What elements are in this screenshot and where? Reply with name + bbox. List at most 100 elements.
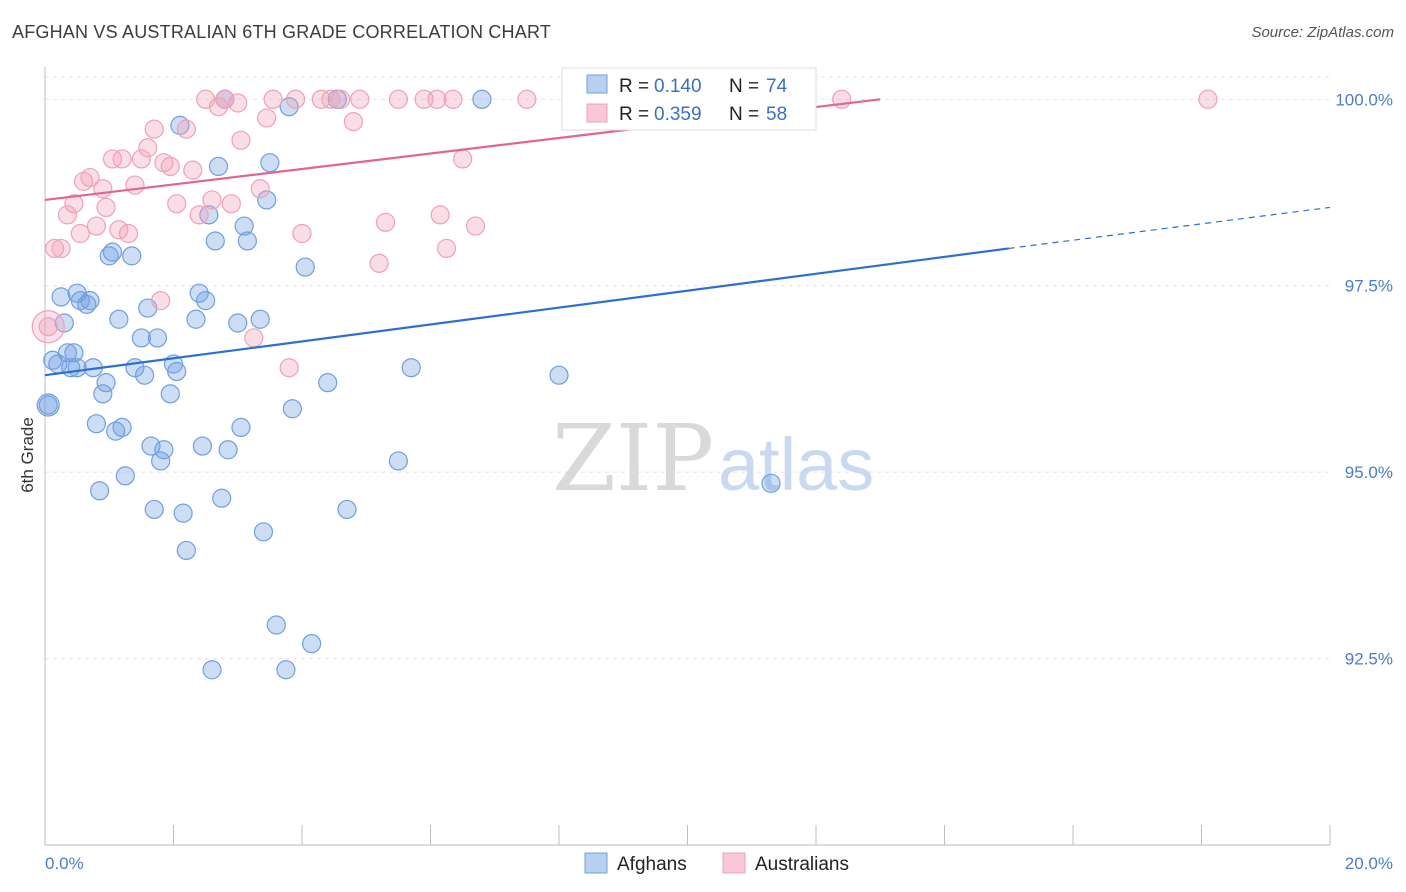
y-tick-label: 97.5% (1345, 277, 1393, 296)
australians-point (109, 220, 129, 240)
afghans-point (141, 436, 161, 456)
afghans-point (151, 451, 171, 471)
afghans-point (388, 451, 408, 471)
australians-point (176, 119, 196, 139)
afghans-point (96, 373, 116, 393)
legend-r-label-afghans: R = (619, 76, 649, 97)
afghans-point (38, 395, 58, 415)
x-tick-label: 0.0% (45, 854, 84, 873)
afghans-point (192, 436, 213, 456)
afghans-point (160, 384, 180, 404)
australians-point (86, 216, 107, 236)
australians-point (215, 89, 235, 109)
afghans-point (253, 522, 274, 542)
afghans-point (147, 328, 168, 348)
australians-point (93, 179, 113, 199)
legend-n-value-australians: 58 (766, 104, 787, 125)
australians-point (350, 89, 370, 109)
correlation-legend: R = 0.140 N = 74 R = 0.359 N = 58 (561, 67, 817, 131)
bottom-legend-afghans: Afghans (617, 854, 687, 875)
afghans-point (86, 414, 107, 434)
afghans-point (102, 242, 123, 262)
australians-point (388, 89, 408, 109)
afghans-point (80, 291, 100, 311)
afghans-point-large (36, 393, 60, 417)
afghans-point (250, 309, 270, 329)
australians-point (263, 89, 283, 109)
australians-point (102, 149, 123, 169)
y-tick-label: 92.5% (1345, 650, 1393, 669)
afghans-point (401, 358, 421, 378)
afghans-point (186, 309, 206, 329)
australians-point (1198, 89, 1218, 109)
australians-point (343, 112, 363, 132)
australians-point (70, 223, 90, 244)
afghans-point (318, 373, 338, 393)
afghans-point (228, 313, 248, 333)
australians-point (427, 89, 447, 109)
afghans-point (154, 440, 174, 460)
australians-point (436, 238, 457, 259)
legend-n-label-australians: N = (729, 104, 759, 125)
afghans-point (282, 399, 302, 419)
australians-point (292, 223, 312, 244)
australians-point (443, 89, 463, 109)
afghans-point (208, 156, 229, 176)
australians-point (244, 328, 264, 348)
afghans-point (199, 205, 219, 225)
afghans-point (77, 294, 97, 314)
afghans-point (176, 540, 196, 561)
afghans-point (99, 246, 119, 266)
legend-n-label-afghans: N = (729, 76, 759, 97)
afghans-point (295, 257, 315, 277)
watermark-zip: ZIP (552, 405, 714, 512)
series-legend: Afghans Australians (584, 852, 849, 875)
axes (44, 67, 1331, 846)
watermark-atlas: atlas (718, 423, 874, 506)
afghans-point (202, 660, 222, 680)
afghans-point (93, 384, 113, 404)
legend-swatch-afghans (586, 74, 608, 94)
australians-point (311, 89, 331, 109)
bottom-legend-australians: Australians (755, 854, 849, 875)
australians-point (330, 89, 351, 109)
australians-point (96, 197, 116, 218)
australians-point (202, 190, 222, 210)
afghans-point (167, 361, 187, 382)
afghans-point (257, 190, 277, 210)
australians-point (321, 89, 341, 109)
afghans-point (276, 660, 296, 680)
y-axis-label: 6th Grade (18, 417, 37, 493)
australians-point (228, 93, 248, 113)
afghans-point (231, 417, 251, 437)
australians-point (144, 119, 164, 139)
bottom-legend-swatch-australians (722, 852, 746, 874)
australians-point (231, 130, 251, 150)
afghans-point (337, 499, 357, 520)
afghans-point (131, 328, 151, 348)
australians-point (160, 156, 180, 176)
australians-point (453, 149, 473, 169)
afghans-point (115, 466, 135, 486)
afghans-point (90, 481, 110, 501)
bottom-legend-swatch-afghans (584, 852, 608, 874)
australians-point (38, 317, 58, 337)
australians-point (131, 149, 151, 169)
x-tick-label: 20.0% (1345, 854, 1393, 873)
australians-point (118, 223, 139, 244)
australians-point (465, 216, 486, 236)
legend-swatch-australians (586, 103, 608, 123)
afghans-point (279, 97, 299, 117)
australians-point (285, 89, 306, 109)
afghans-trend-extension (1008, 206, 1331, 250)
australians-point (189, 205, 209, 225)
australians-point (80, 167, 100, 188)
grid-lines (45, 76, 1330, 660)
y-tick-label: 100.0% (1335, 90, 1393, 109)
afghans-trend-line (44, 247, 1009, 377)
australians-point (151, 291, 171, 311)
legend-r-value-australians: 0.359 (654, 104, 702, 125)
afghans-point (173, 503, 193, 523)
afghans-point (266, 615, 286, 635)
